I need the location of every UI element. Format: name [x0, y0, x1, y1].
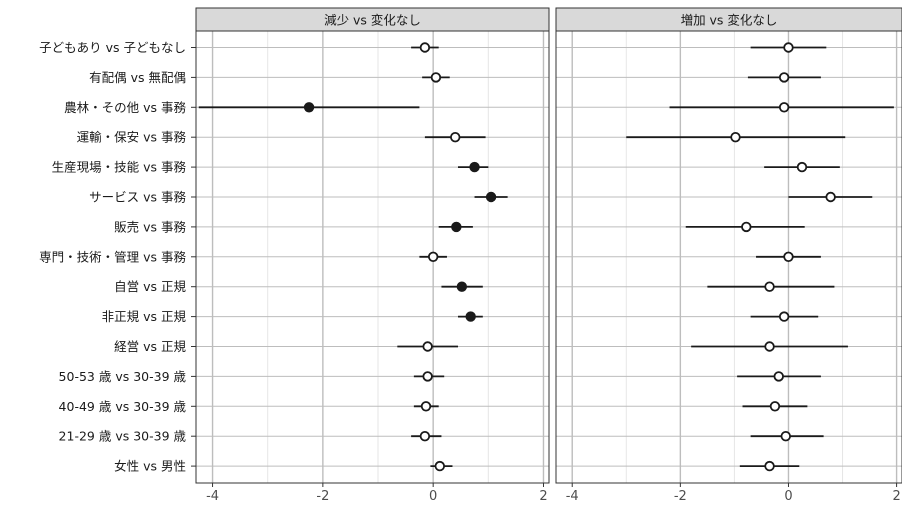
estimate-point — [825, 191, 836, 203]
estimate-point — [485, 191, 497, 203]
category-label: 50-53 歳 vs 30-39 歳 — [59, 369, 187, 384]
estimate-point — [450, 131, 461, 143]
category-label: 21-29 歳 vs 30-39 歳 — [59, 429, 187, 444]
x-tick-label: -2 — [674, 489, 687, 504]
facet-title: 減少 vs 変化なし — [324, 13, 421, 28]
estimate-point — [451, 221, 462, 233]
panel-increase: 増加 vs 変化なし -4 -2 0 2 — [555, 7, 902, 504]
x-tick-label: -4 — [566, 489, 579, 504]
estimate-point — [434, 460, 445, 472]
estimate-point — [778, 72, 790, 83]
category-label: サービス vs 事務 — [89, 190, 186, 205]
category-label: 40-49 歳 vs 30-39 歳 — [59, 399, 187, 414]
estimate-point — [422, 371, 433, 382]
estimate-point — [796, 161, 808, 173]
estimate-point — [764, 460, 775, 472]
facet-title: 増加 vs 変化なし — [681, 13, 778, 28]
estimate-point — [783, 42, 794, 53]
category-label: 販売 vs 事務 — [114, 219, 186, 234]
estimate-point — [783, 251, 794, 262]
estimate-point — [778, 311, 790, 322]
category-label: 専門・技術・管理 vs 事務 — [39, 249, 186, 264]
x-tick-label: 0 — [429, 489, 437, 504]
estimate-point — [769, 401, 781, 412]
estimate-point — [730, 131, 741, 143]
estimate-point — [778, 102, 790, 113]
category-label: 有配偶 vs 無配偶 — [89, 70, 186, 85]
estimate-point — [419, 431, 431, 442]
panel-border — [195, 30, 550, 484]
estimate-point — [469, 161, 480, 173]
estimate-point — [741, 221, 752, 233]
estimate-point — [764, 281, 775, 292]
x-tick-label: -4 — [206, 489, 219, 504]
category-label: 子どもあり vs 子どもなし — [39, 40, 186, 55]
x-tick-label: 2 — [539, 489, 547, 504]
estimate-point — [773, 371, 784, 382]
estimate-point — [303, 102, 315, 113]
category-label: 生産現場・技能 vs 事務 — [52, 160, 187, 175]
x-tick-label: 2 — [892, 489, 900, 504]
category-label: 農林・その他 vs 事務 — [64, 100, 186, 115]
estimate-point — [427, 251, 439, 262]
x-tick-label: 0 — [784, 489, 792, 504]
category-label: 女性 vs 男性 — [114, 459, 186, 474]
estimate-point — [764, 341, 775, 352]
category-label: 非正規 vs 正規 — [102, 309, 187, 324]
estimate-point — [456, 281, 468, 292]
estimate-point — [430, 72, 442, 83]
panel-decrease: 減少 vs 変化なし -4 -2 0 2 — [195, 7, 550, 504]
category-label: 自営 vs 正規 — [114, 279, 186, 294]
x-tick-label: -2 — [316, 489, 329, 504]
panel-border — [555, 30, 902, 484]
category-label: 経営 vs 正規 — [114, 339, 186, 354]
estimate-point — [420, 401, 432, 412]
estimate-point — [465, 311, 476, 322]
estimate-point — [419, 42, 431, 53]
estimate-point — [780, 431, 791, 442]
estimate-point — [422, 341, 433, 352]
category-label: 運輸・保安 vs 事務 — [77, 130, 187, 145]
